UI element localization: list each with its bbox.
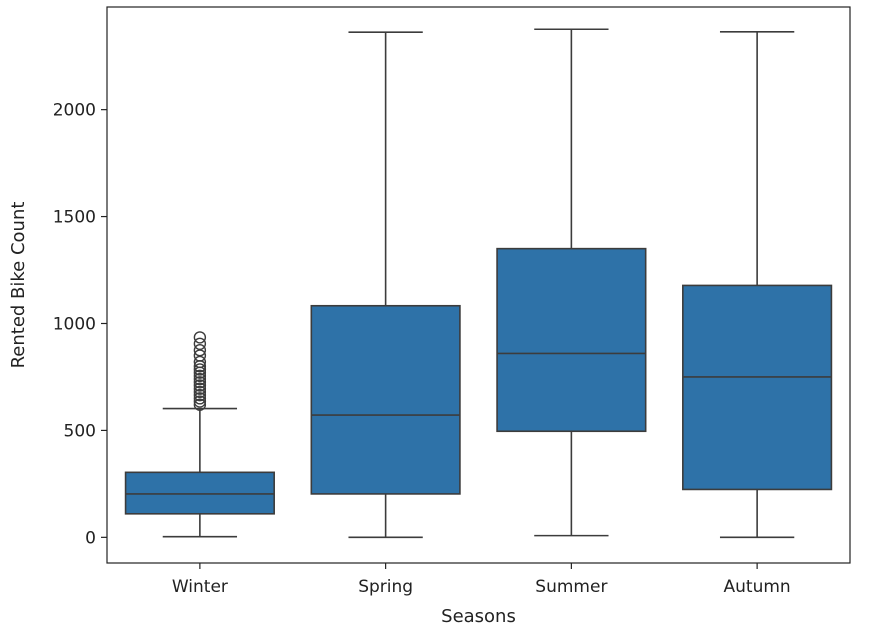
outlier-point: [193, 337, 207, 351]
outlier-point: [193, 398, 207, 411]
box-group-winter: [124, 331, 275, 538]
y-tick-label: 1000: [53, 314, 96, 334]
box-group-autumn: [682, 31, 833, 539]
box-iqr: [310, 304, 461, 495]
y-tick-label: 500: [64, 421, 96, 441]
plot-marks: [124, 28, 833, 539]
x-axis-label: Seasons: [441, 606, 516, 627]
outlier-point: [193, 379, 207, 392]
y-axis-label: Rented Bike Count: [8, 202, 29, 369]
outlier-point: [193, 395, 207, 408]
outlier-point: [193, 349, 207, 362]
outlier-point: [193, 372, 207, 386]
outlier-point: [193, 331, 207, 344]
x-tick-label: Spring: [358, 577, 413, 597]
outlier-point: [193, 369, 207, 383]
plot-frame: [106, 6, 851, 564]
outlier-point: [193, 392, 207, 405]
outlier-point: [193, 363, 207, 376]
x-tick-label: Summer: [535, 577, 607, 597]
outlier-point: [193, 355, 207, 369]
x-tick-label: Winter: [172, 577, 228, 597]
y-axis: 0 500 1000 1500 2000: [53, 101, 107, 548]
y-tick-label: 2000: [53, 101, 96, 121]
y-tick-label: 1500: [53, 208, 96, 228]
x-tick-label: Autumn: [724, 577, 791, 597]
x-axis: Winter Spring Summer Autumn: [172, 563, 791, 597]
box-group-summer: [496, 28, 647, 537]
outlier-point: [193, 385, 207, 399]
box-group-spring: [310, 31, 461, 539]
y-tick-label: 0: [85, 528, 96, 548]
box-iqr: [124, 471, 275, 515]
box-iqr: [496, 247, 647, 433]
outlier-point: [193, 376, 207, 389]
outlier-point: [193, 388, 207, 402]
box-iqr: [682, 284, 833, 491]
outlier-point: [193, 344, 207, 357]
outlier-point: [193, 382, 207, 395]
